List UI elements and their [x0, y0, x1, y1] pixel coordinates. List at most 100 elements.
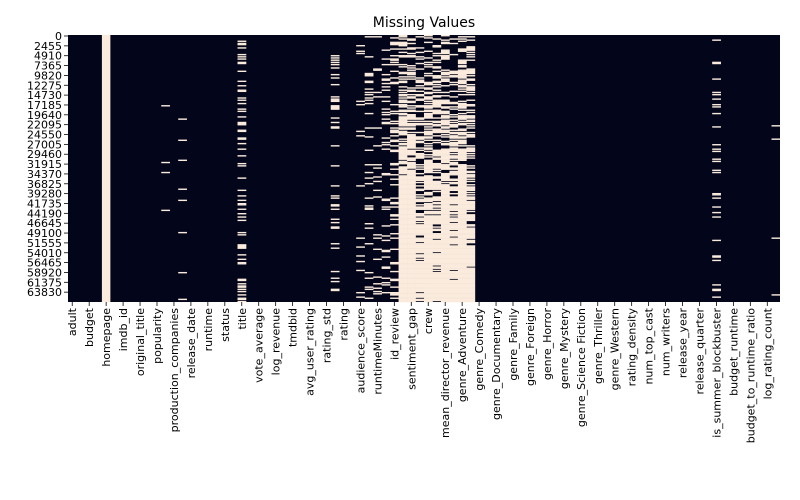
missing-cell	[415, 289, 425, 292]
missing-cell	[466, 279, 476, 282]
missing-cell	[398, 182, 408, 185]
missing-cell	[432, 105, 442, 107]
missing-cell	[449, 147, 459, 149]
missing-cell	[457, 107, 467, 109]
missing-cell	[457, 168, 467, 170]
missing-cell	[466, 171, 476, 174]
missing-cell	[237, 137, 247, 139]
missing-cell	[440, 42, 450, 45]
missing-cell	[424, 279, 433, 282]
missing-cell	[407, 138, 416, 140]
missing-cell	[398, 116, 408, 118]
missing-cell	[424, 229, 433, 232]
missing-cell	[390, 293, 399, 295]
missing-cell	[178, 231, 187, 234]
missing-cell	[449, 108, 459, 110]
missing-cell	[466, 236, 476, 238]
missing-cell	[457, 213, 467, 215]
missing-cell	[237, 202, 247, 205]
missing-cell	[449, 150, 459, 153]
missing-cell	[407, 182, 416, 185]
missing-cell	[440, 134, 450, 136]
missing-cell	[407, 208, 416, 210]
missing-cell	[398, 180, 408, 183]
missing-cell	[457, 169, 467, 172]
missing-cell	[432, 258, 442, 261]
missing-cell	[432, 190, 442, 193]
missing-cell	[440, 102, 450, 105]
missing-cell	[432, 253, 442, 255]
missing-cell	[457, 231, 467, 234]
missing-cell	[432, 277, 442, 279]
missing-cell	[373, 234, 382, 236]
missing-cell	[356, 185, 365, 187]
missing-cell	[407, 157, 416, 159]
y-tick-label: 39280	[27, 188, 62, 201]
y-tick-label: 54010	[27, 247, 62, 260]
missing-cell	[449, 178, 459, 180]
missing-cell	[449, 243, 459, 245]
missing-cell	[432, 218, 442, 220]
missing-cell	[432, 181, 442, 184]
missing-cell	[390, 140, 399, 143]
missing-cell	[415, 206, 425, 208]
missing-cell	[415, 214, 425, 216]
missing-cell	[712, 126, 721, 128]
missing-cell	[407, 47, 416, 49]
missing-cell	[398, 138, 408, 140]
missing-cell	[424, 268, 433, 271]
missing-cell	[466, 79, 476, 81]
missing-cell	[457, 117, 467, 119]
missing-cell	[432, 220, 442, 223]
missing-cell	[415, 265, 425, 267]
missing-cell	[712, 259, 721, 262]
missing-cell	[440, 298, 450, 301]
missing-cell	[457, 178, 467, 180]
missing-cell	[407, 162, 416, 165]
missing-cell	[398, 291, 408, 294]
missing-cell	[424, 181, 433, 184]
missing-cell	[432, 202, 442, 205]
missing-cell	[432, 38, 442, 40]
missing-cell	[449, 196, 459, 198]
missing-cell	[449, 179, 459, 182]
missing-cell	[449, 256, 459, 258]
missing-cell	[407, 243, 416, 245]
missing-cell	[466, 225, 476, 227]
missing-cell	[449, 298, 459, 301]
missing-cell	[440, 244, 450, 246]
missing-cell	[373, 36, 382, 38]
missing-cell	[424, 184, 433, 186]
y-tick-label: 24550	[27, 129, 62, 142]
missing-cell	[398, 42, 408, 45]
missing-cell	[457, 115, 467, 117]
missing-cell	[407, 201, 416, 204]
missing-cell	[237, 234, 247, 236]
missing-cell	[432, 46, 442, 48]
x-tick-label: production_companies	[168, 308, 181, 433]
missing-cell	[466, 109, 476, 111]
missing-cell	[415, 157, 425, 159]
missing-cell	[364, 127, 374, 129]
missing-cell	[449, 171, 459, 174]
missing-cell	[237, 102, 247, 105]
missing-cell	[356, 103, 365, 106]
missing-cell	[432, 241, 442, 244]
missing-cell	[466, 116, 476, 118]
missing-cell	[449, 205, 459, 207]
missing-cell	[415, 233, 425, 235]
missing-cell	[457, 159, 467, 162]
missing-cell	[424, 294, 433, 296]
missing-cell	[466, 267, 476, 269]
missing-cell	[424, 238, 433, 240]
missing-cell	[398, 71, 408, 74]
missing-cell	[407, 253, 416, 255]
missing-cell	[432, 55, 442, 57]
missing-cell	[398, 81, 408, 84]
missing-cell	[466, 176, 476, 178]
missing-cell	[449, 249, 459, 252]
missing-cell	[407, 231, 416, 234]
missing-cell	[457, 185, 467, 187]
missing-cell	[440, 185, 450, 187]
missing-cell	[356, 269, 365, 272]
